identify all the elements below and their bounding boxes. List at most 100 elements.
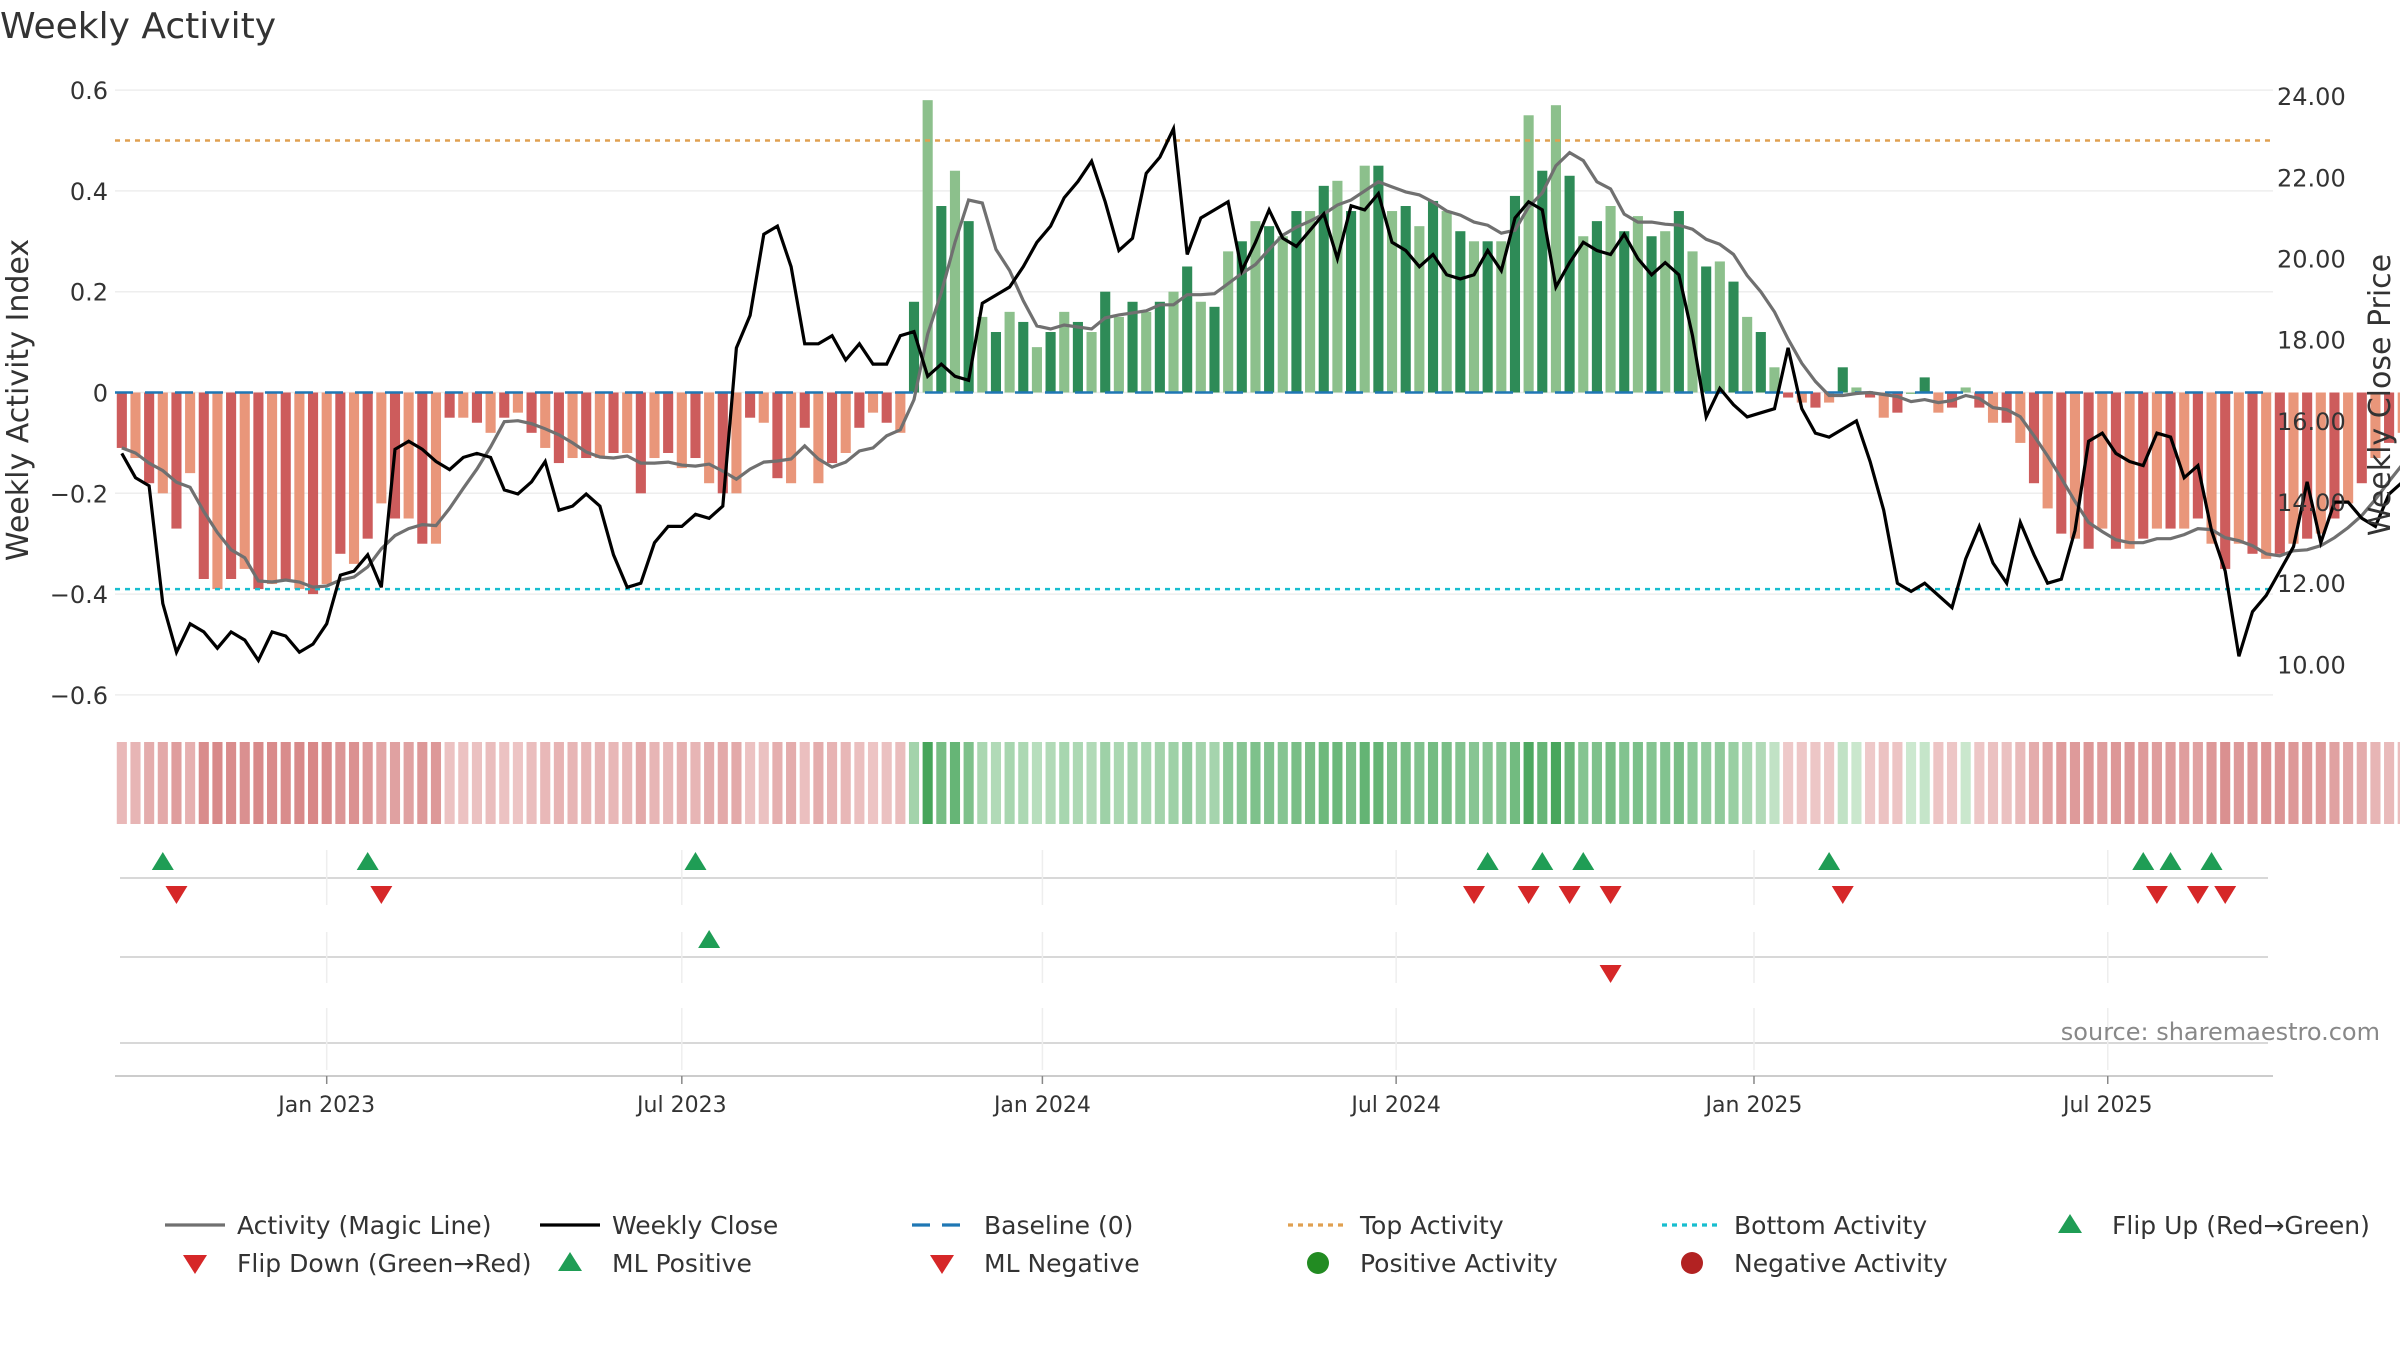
positive-activity-bar: [1400, 206, 1411, 393]
heat-strip-cell: [1031, 742, 1042, 824]
y-tick-label: −0.2: [50, 480, 108, 508]
heat-strip-cell: [2124, 742, 2135, 824]
negative-activity-bar: [2056, 392, 2067, 534]
flip-up-marker: [356, 852, 379, 870]
heat-strip-cell: [1837, 742, 1848, 824]
heat-strip-cell: [1414, 742, 1425, 824]
negative-activity-bar: [635, 392, 646, 494]
positive-activity-bar: [1960, 387, 1971, 393]
heat-strip-cell: [1537, 742, 1548, 824]
positive-activity-bar: [1427, 200, 1439, 393]
heat-strip-cell: [963, 742, 974, 824]
positive-activity-bar: [922, 100, 933, 393]
heat-strip-cell: [1277, 742, 1288, 824]
positive-activity-bar: [963, 221, 974, 393]
heat-strip-cell: [840, 742, 851, 824]
heat-strip-cell: [745, 742, 756, 824]
heat-strip-cell: [1264, 742, 1275, 824]
magic-line: [121, 150, 2400, 589]
negative-activity-bar: [321, 392, 332, 585]
positive-activity-bar: [1714, 261, 1725, 393]
negative-activity-bar: [2165, 392, 2176, 529]
positive-activity-bar: [1632, 216, 1643, 393]
y2-tick-label: 24.00: [2277, 83, 2346, 111]
positive-activity-bar: [1673, 211, 1684, 393]
heat-strip-cell: [1673, 742, 1684, 824]
negative-activity-bar: [471, 392, 482, 423]
heat-strip-cell: [1346, 742, 1357, 824]
heat-strip-cell: [2192, 742, 2203, 824]
flip-up-marker: [151, 852, 174, 870]
positive-activity-bar: [1373, 165, 1384, 393]
heat-strip-cell: [1919, 742, 1930, 824]
positive-activity-bar: [936, 206, 947, 393]
positive-activity-bar: [1837, 367, 1848, 393]
heat-strip-cell: [567, 742, 578, 824]
heat-strip-cell: [1892, 742, 1903, 824]
heat-strip-cell: [1373, 742, 1384, 824]
negative-activity-bar: [854, 392, 865, 428]
negative-activity-bar: [731, 392, 742, 494]
heat-strip-cell: [540, 742, 551, 824]
heat-strip-cell: [1632, 742, 1643, 824]
negative-activity-bar: [116, 392, 127, 448]
flip-up-marker: [2200, 852, 2223, 870]
positive-activity-bar: [1509, 195, 1521, 393]
heat-strip-cell: [403, 742, 414, 824]
heat-strip-cell: [2274, 742, 2285, 824]
heat-strip-cell: [1865, 742, 1876, 824]
negative-activity-bar: [2233, 392, 2244, 544]
heat-strip-cell: [1550, 742, 1561, 824]
heat-strip-cell: [1318, 742, 1329, 824]
heat-strip-cell: [198, 742, 209, 824]
y-axis-right: 24.00 22.00 20.00 18.00 16.00 14.00 12.00 10.00: [2277, 83, 2346, 679]
negative-activity-bar: [2356, 392, 2367, 484]
heat-strip-cell: [376, 742, 387, 824]
negative-activity-bar: [2192, 392, 2203, 519]
heat-strip-cell: [512, 742, 523, 824]
heat-strip-cell: [1728, 742, 1739, 824]
positive-activity-bar: [1359, 165, 1370, 393]
heat-strip-cell: [417, 742, 428, 824]
ml-negative-marker: [1599, 965, 1622, 983]
flip-down-marker: [1558, 886, 1581, 904]
heat-strip-cell: [2179, 742, 2190, 824]
heat-strip-cell: [799, 742, 810, 824]
heat-strip-cell: [321, 742, 332, 824]
y2-tick-label: 10.00: [2277, 651, 2346, 679]
negative-activity-bar: [2001, 392, 2012, 423]
positive-activity-bar: [1906, 392, 1917, 394]
heat-strip-cell: [2288, 742, 2299, 824]
legend-flip-up-swatch: [2058, 1214, 2082, 1233]
negative-activity-bar: [1878, 392, 1889, 418]
heat-strip-cell: [649, 742, 660, 824]
heat-strip-cell: [307, 742, 319, 824]
heat-strip-cell: [908, 742, 920, 824]
y-axis-label: Weekly Activity Index: [1, 239, 36, 561]
heat-strip-cell: [786, 742, 797, 824]
heat-strip-cell: [2343, 742, 2354, 824]
heat-strip-cell: [731, 742, 742, 824]
positive-activity-bar: [1701, 266, 1712, 393]
legend: Activity (Magic Line) Weekly Close Baselin…: [165, 1211, 2370, 1278]
flip-down-marker: [2145, 886, 2168, 904]
heat-strip-cell: [1291, 742, 1302, 824]
negative-activity-bar: [226, 392, 237, 579]
positive-activity-bar: [1619, 231, 1630, 393]
negative-activity-bar: [403, 392, 414, 519]
positive-activity-bar: [1045, 332, 1056, 393]
heat-strip-cell: [280, 742, 291, 824]
heat-strip-cell: [526, 742, 537, 824]
y2-tick-label: 16.00: [2277, 408, 2346, 436]
heat-strip-cell: [2370, 742, 2381, 824]
positive-activity-bar: [1755, 332, 1766, 393]
x-axis: Jan 2023 Jul 2023 Jan 2024 Jul 2024 Jan 2025…: [276, 1076, 2153, 1118]
legend-flip-down-swatch: [183, 1255, 207, 1274]
heat-strip-cell: [581, 742, 592, 824]
heat-strip-cell: [1591, 742, 1602, 824]
heat-strip-cell: [1701, 742, 1712, 824]
flip-up-marker: [2159, 852, 2182, 870]
positive-activity-bar: [1072, 321, 1083, 393]
positive-activity-bar: [1004, 311, 1015, 393]
heat-strip-cell: [717, 742, 728, 824]
